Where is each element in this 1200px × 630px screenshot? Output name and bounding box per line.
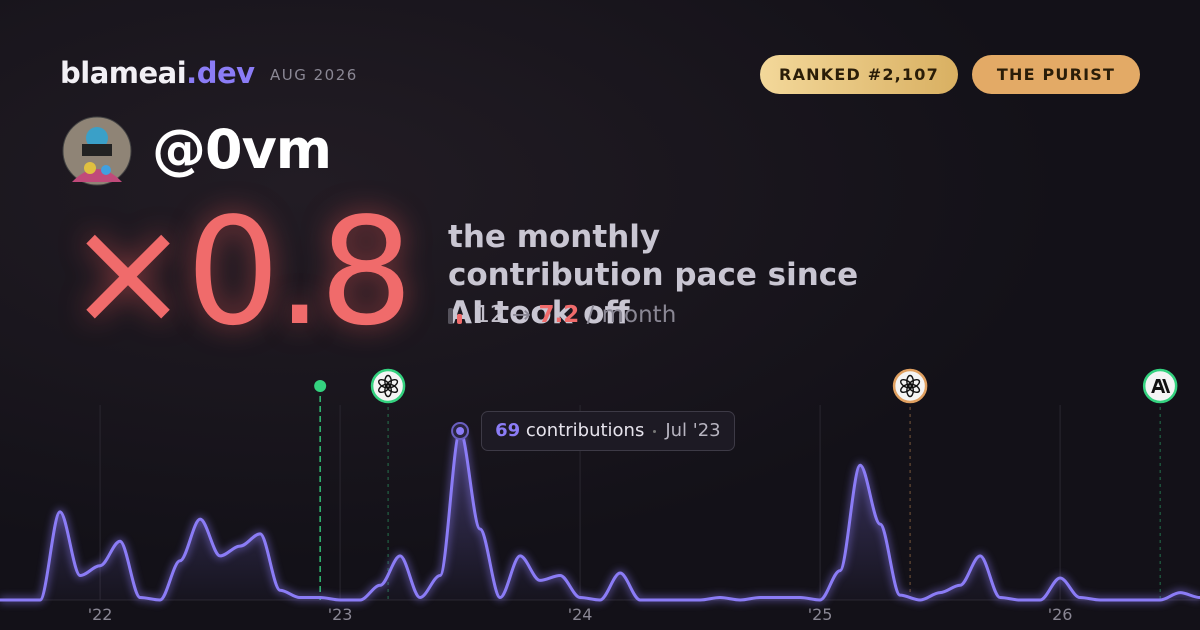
date: AUG 2026 (270, 66, 358, 84)
logo-ring (892, 368, 928, 404)
event-logo (370, 368, 406, 404)
event-logo (892, 368, 928, 404)
separator (653, 429, 657, 433)
tooltip-date: Jul '23 (665, 420, 721, 441)
tooltip-unit: contributions (525, 420, 645, 441)
avatar (62, 116, 132, 186)
title-badge: THE PURIST (972, 55, 1140, 94)
logo-glyph (1151, 379, 1171, 393)
tooltip-value: 69 (495, 420, 521, 441)
brand-tld: .dev (186, 56, 255, 90)
before: 12 (475, 302, 505, 328)
caption: the monthly contribution pace since AI t… (448, 219, 859, 331)
line (0, 429, 1200, 602)
x-tick-label: '23 (328, 605, 353, 624)
event-dot (314, 380, 327, 392)
logo-petal (900, 378, 913, 389)
unit: / month (586, 302, 677, 328)
event-logo (1142, 368, 1178, 404)
pace-icon (448, 308, 462, 324)
pace-stat: 12 → 7.2 / month (448, 302, 676, 328)
rank-badge: RANKED #2,107 (760, 55, 958, 94)
area (0, 431, 1200, 600)
multiplier: ×0.8 (66, 186, 413, 358)
hover-dot (456, 427, 465, 435)
x-tick-label: '25 (808, 605, 833, 624)
brand-name: blameai (60, 56, 187, 90)
x-tick-label: '24 (568, 605, 593, 624)
tooltip: 69 contributions Jul '23 (481, 411, 735, 451)
logo-ring (370, 368, 406, 404)
handle: @0vm (152, 118, 332, 181)
x-tick-label: '22 (88, 605, 113, 624)
logo-petal (378, 378, 391, 389)
after: 7.2 (538, 302, 580, 328)
arrow: → (511, 302, 532, 328)
x-tick-label: '26 (1048, 605, 1073, 624)
brand: blameai.dev (60, 56, 255, 90)
